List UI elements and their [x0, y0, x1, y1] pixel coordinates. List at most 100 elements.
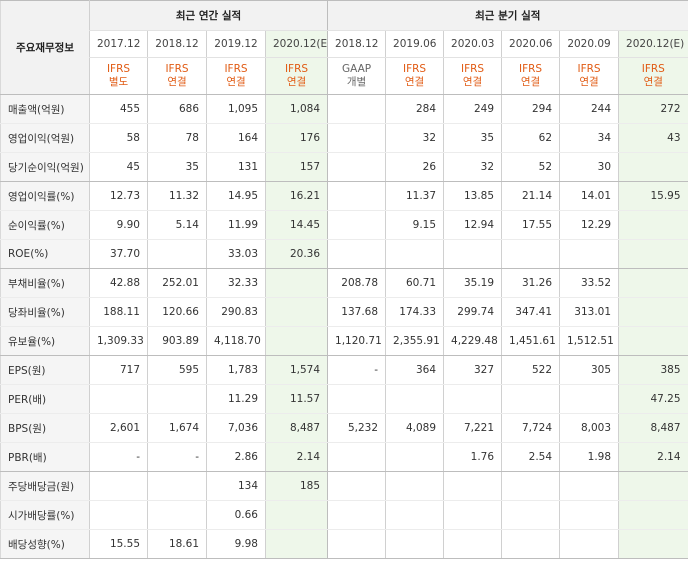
value-cell: 78 [147, 123, 207, 153]
value-cell [618, 239, 688, 269]
period-header: 2018.12 [327, 30, 386, 58]
value-cell: 58 [89, 123, 148, 153]
value-cell: 26 [385, 152, 444, 182]
value-cell: 62 [501, 123, 560, 153]
value-cell: 7,221 [443, 413, 502, 443]
value-cell [327, 181, 386, 211]
period-header: 2018.12 [147, 30, 207, 58]
standard-label: IFRS [460, 63, 485, 75]
value-cell: 33.03 [206, 239, 266, 269]
value-cell: 5.14 [147, 210, 207, 240]
value-cell: 176 [264, 123, 328, 153]
value-cell: 0.66 [206, 500, 266, 530]
row-label: 유보율(%) [0, 326, 90, 356]
value-cell: 1,451.61 [501, 326, 560, 356]
consolidation-type-label: 연결 [579, 76, 599, 88]
period-header: 2020.12(E) [618, 30, 688, 58]
value-cell [443, 384, 502, 414]
table-row: 부채비율(%) 42.88 252.01 32.33 208.78 60.71 35.19 3… [0, 268, 688, 298]
consolidation-type-label: 별도 [108, 76, 129, 88]
quarter-group-header: 최근 분기 실적 [327, 0, 688, 31]
row-label: ROE(%) [0, 239, 90, 269]
value-cell: 188.11 [89, 297, 148, 327]
value-cell [327, 442, 386, 472]
table-row: BPS(원) 2,601 1,674 7,036 8,487 5,232 4,089 7,22… [0, 413, 688, 443]
value-cell [618, 210, 688, 240]
value-cell: 60.71 [385, 268, 444, 298]
value-cell: 686 [147, 94, 207, 124]
value-cell: 30 [559, 152, 619, 182]
value-cell: 157 [264, 152, 328, 182]
table-row: 영업이익(억원) 58 78 164 176 32 35 62 34 43 [0, 123, 688, 153]
value-cell: 15.55 [89, 529, 148, 559]
consolidation-type-label: 개별 [346, 76, 367, 88]
value-cell: 305 [559, 355, 619, 385]
period-header: 2020.12(E) [264, 30, 328, 58]
standard-label: IFRS [577, 63, 601, 75]
value-cell: 208.78 [327, 268, 386, 298]
value-cell: 2.86 [206, 442, 266, 472]
accounting-standard-header: IFRS 연결 [147, 57, 207, 95]
value-cell: 252.01 [147, 268, 207, 298]
value-cell [618, 152, 688, 182]
value-cell [443, 529, 502, 559]
value-cell: 385 [618, 355, 688, 385]
value-cell: 17.55 [501, 210, 560, 240]
consolidation-type-label: 연결 [520, 76, 541, 88]
value-cell: 134 [206, 471, 266, 501]
table-row: 유보율(%) 1,309.33 903.89 4,118.70 1,120.71 2,35… [0, 326, 688, 356]
value-cell [618, 500, 688, 530]
row-label: 배당성향(%) [0, 529, 90, 559]
value-cell [618, 471, 688, 501]
value-cell: 14.95 [206, 181, 266, 211]
value-cell: 120.66 [147, 297, 207, 327]
value-cell: 32.33 [206, 268, 266, 298]
value-cell [264, 529, 328, 559]
table-row: 배당성향(%) 15.55 18.61 9.98 [0, 529, 688, 559]
value-cell [89, 500, 148, 530]
value-cell [89, 384, 148, 414]
value-cell: 37.70 [89, 239, 148, 269]
value-cell: 522 [501, 355, 560, 385]
value-cell [443, 239, 502, 269]
row-label: PER(배) [0, 384, 90, 414]
value-cell: 284 [385, 94, 444, 124]
value-cell: 717 [89, 355, 148, 385]
value-cell [559, 500, 619, 530]
value-cell [385, 471, 444, 501]
value-cell [385, 384, 444, 414]
value-cell [501, 471, 560, 501]
consolidation-type-label: 연결 [643, 76, 663, 88]
value-cell: 299.74 [443, 297, 502, 327]
value-cell: 11.57 [264, 384, 328, 414]
value-cell: 18.61 [147, 529, 207, 559]
table-row: 순이익률(%) 9.90 5.14 11.99 14.45 9.15 12.94 17.55 1… [0, 210, 688, 240]
value-cell: 4,089 [385, 413, 444, 443]
value-cell: 290.83 [206, 297, 266, 327]
value-cell: 52 [501, 152, 560, 182]
table-row: 당기순이익(억원) 45 35 131 157 26 32 52 30 [0, 152, 688, 182]
row-label: 부채비율(%) [0, 268, 90, 298]
value-cell [327, 384, 386, 414]
consolidation-type-label: 연결 [462, 76, 483, 88]
value-cell [501, 529, 560, 559]
value-cell [618, 297, 688, 327]
accounting-standard-header: IFRS 연결 [559, 57, 619, 95]
annual-group-header: 최근 연간 실적 [88, 0, 328, 31]
value-cell [618, 529, 688, 559]
standard-label: IFRS [402, 63, 427, 75]
value-cell: 7,036 [206, 413, 266, 443]
table-row: 영업이익률(%) 12.73 11.32 14.95 16.21 11.37 13.85 21… [0, 181, 688, 211]
value-cell: 164 [206, 123, 266, 153]
value-cell: 34 [559, 123, 619, 153]
value-cell: 455 [89, 94, 148, 124]
value-cell [559, 384, 619, 414]
value-cell: 2,601 [89, 413, 148, 443]
value-cell [264, 268, 328, 298]
period-header: 2020.03 [443, 30, 502, 58]
standard-label: IFRS [106, 63, 131, 75]
value-cell: 2.54 [501, 442, 560, 472]
value-cell: 2.14 [264, 442, 328, 472]
value-cell: 7,724 [501, 413, 560, 443]
